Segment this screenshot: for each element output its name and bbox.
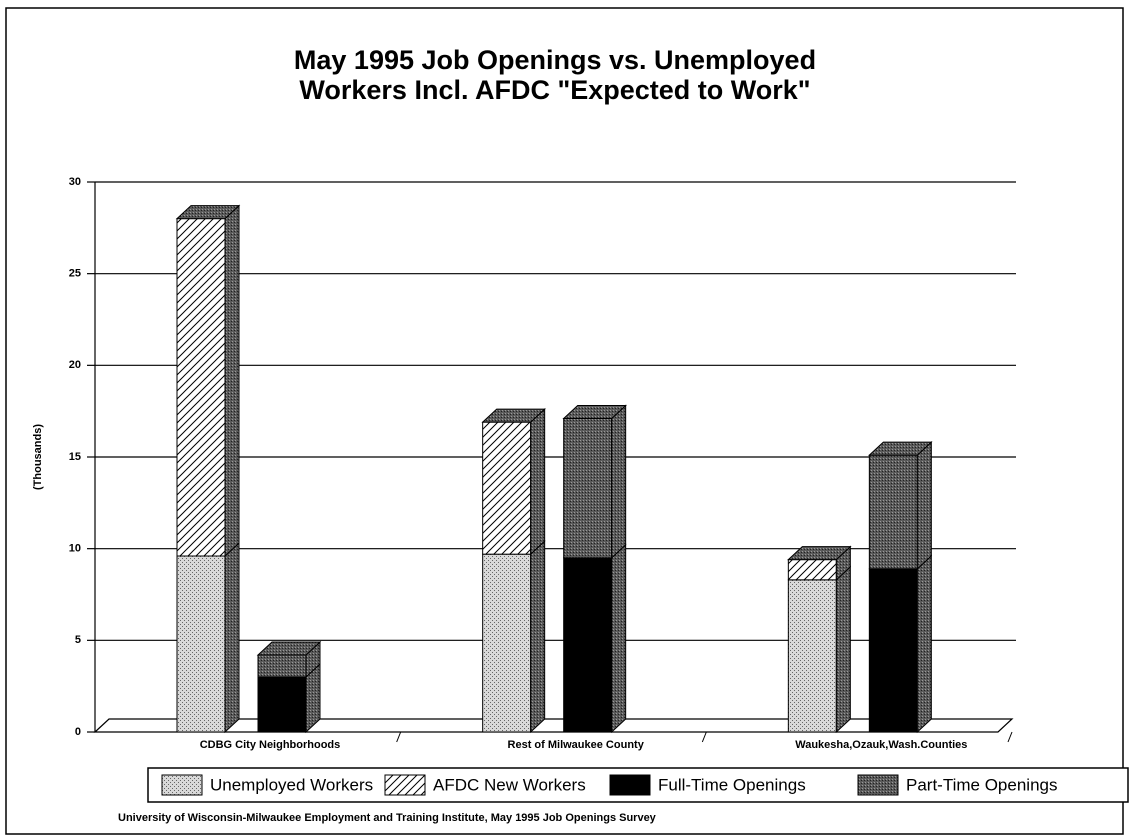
- y-tick-label: 0: [75, 726, 81, 738]
- legend-label: Unemployed Workers: [210, 775, 373, 794]
- y-tick-label: 20: [69, 359, 81, 371]
- bar-side: [916, 441, 932, 570]
- bar-side: [611, 543, 627, 734]
- bar: [787, 579, 837, 733]
- legend-swatch: [161, 774, 203, 796]
- bar-side: [530, 408, 546, 556]
- category-tick: [396, 731, 402, 743]
- legend-label: Full-Time Openings: [658, 775, 806, 794]
- y-tick-label: 5: [75, 634, 81, 646]
- bar-side: [224, 541, 240, 734]
- bar-top: [787, 546, 852, 561]
- bar: [176, 218, 226, 557]
- legend-label: AFDC New Workers: [433, 775, 586, 794]
- y-tick-label: 15: [69, 451, 81, 463]
- bar: [787, 559, 837, 581]
- x-tick-label: Waukesha,Ozauk,Wash.Counties: [795, 739, 967, 751]
- source-note: University of Wisconsin-Milwaukee Employ…: [118, 812, 657, 824]
- chart-title: May 1995 Job Openings vs. Unemployed: [294, 45, 816, 75]
- legend-swatch: [609, 774, 651, 796]
- frame: [5, 7, 1124, 835]
- bar: [868, 568, 918, 733]
- legend: [147, 767, 1129, 803]
- bar-side: [224, 204, 240, 558]
- x-tick-label: CDBG City Neighborhoods: [200, 739, 341, 751]
- y-axis-label: (Thousands): [32, 424, 44, 490]
- bar: [482, 553, 532, 733]
- bar-top: [562, 405, 627, 419]
- bar: [176, 555, 226, 733]
- bar: [257, 654, 307, 678]
- y-tick-label: 10: [69, 543, 81, 555]
- x-tick-label: Rest of Milwaukee County: [508, 739, 645, 751]
- bar-side: [611, 404, 627, 559]
- chart-title: Workers Incl. AFDC "Expected to Work": [299, 75, 810, 105]
- legend-swatch: [384, 774, 426, 796]
- floor: [93, 718, 1014, 733]
- category-tick: [701, 731, 707, 743]
- legend-swatch: [857, 774, 899, 796]
- bar: [563, 557, 613, 733]
- bar-top: [256, 641, 322, 656]
- bar: [563, 418, 613, 559]
- bar-side: [835, 565, 851, 734]
- category-tick: [1007, 731, 1013, 743]
- bar-top: [868, 441, 933, 456]
- bar: [868, 454, 918, 570]
- bar-side: [916, 554, 932, 734]
- y-tick-label: 25: [69, 268, 81, 280]
- legend-label: Part-Time Openings: [906, 775, 1057, 794]
- bar-side: [530, 540, 546, 734]
- y-tick-label: 30: [69, 176, 81, 188]
- bar: [257, 676, 307, 733]
- bar-top: [175, 205, 241, 220]
- bar: [482, 421, 532, 555]
- bar-top: [481, 408, 546, 423]
